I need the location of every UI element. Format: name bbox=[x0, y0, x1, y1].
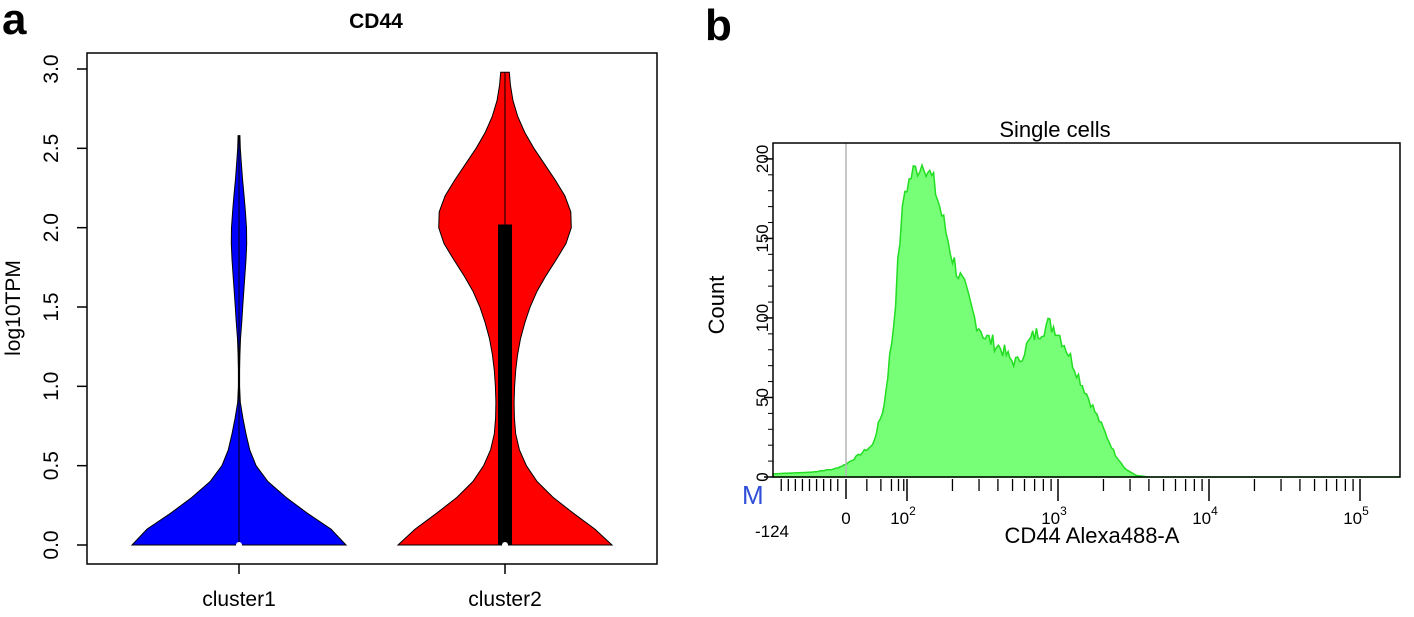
violin-y-axis-label: log10TPM bbox=[2, 260, 25, 356]
histogram-y-tick-label: 150 bbox=[753, 224, 772, 252]
histogram-y-tick-label: 100 bbox=[753, 304, 772, 332]
violin-y-tick-label: 1.5 bbox=[40, 292, 63, 321]
violin-y-tick-label: 2.5 bbox=[40, 134, 63, 163]
violin-median-2 bbox=[502, 542, 508, 548]
violin-plot-frame bbox=[86, 52, 658, 565]
violin-chart: CD44 0.0 0.5 1.0 1.5 2.0 2.5 3.0 log10TPM clus… bbox=[2, 10, 658, 611]
violin-y-tick-label: 2.0 bbox=[40, 213, 63, 242]
histogram-x-tick-label: -124 bbox=[755, 522, 789, 541]
histogram-x-tick-label: 105 bbox=[1343, 504, 1369, 528]
panel-letter-b: b bbox=[705, 1, 732, 50]
violin-category-label: cluster1 bbox=[202, 588, 276, 611]
violin-shapes bbox=[130, 71, 614, 548]
violin-y-tick-label: 0.0 bbox=[40, 530, 63, 559]
histogram-x-tick-label: 102 bbox=[890, 504, 916, 528]
gate-marker-label: M bbox=[742, 480, 764, 510]
violin-median-1 bbox=[236, 542, 242, 548]
histogram-chart: Single cells 0 50 100 150 200 Count -124 0 102… bbox=[704, 117, 1401, 548]
violin-y-tick-label: 3.0 bbox=[40, 54, 63, 83]
histogram-y-ticks: 0 50 100 150 200 bbox=[753, 145, 773, 482]
violin-categories: cluster1 cluster2 bbox=[202, 564, 542, 611]
histogram-x-ticks: -124 0 102 103 104 105 bbox=[755, 479, 1369, 541]
histogram-title: Single cells bbox=[999, 117, 1110, 142]
violin-category-label: cluster2 bbox=[468, 588, 542, 611]
histogram-area bbox=[772, 162, 1400, 478]
histogram-x-axis-label: CD44 Alexa488-A bbox=[1005, 523, 1180, 548]
histogram-x-tick-label: 103 bbox=[1041, 504, 1067, 528]
violin-title: CD44 bbox=[349, 10, 403, 33]
violin-y-tick-label: 1.0 bbox=[40, 372, 63, 401]
violin-box-2 bbox=[498, 224, 512, 545]
violin-y-tick-label: 0.5 bbox=[40, 451, 63, 480]
histogram-y-tick-label: 200 bbox=[753, 145, 772, 173]
histogram-plot-frame bbox=[772, 142, 1401, 478]
histogram-x-tick-label: 104 bbox=[1192, 504, 1218, 528]
histogram-x-tick-label: 0 bbox=[841, 509, 850, 528]
histogram-y-axis-label: Count bbox=[704, 276, 729, 335]
histogram-y-tick-label: 50 bbox=[753, 388, 772, 407]
violin-y-ticks: 0.0 0.5 1.0 1.5 2.0 2.5 3.0 bbox=[40, 54, 87, 560]
panel-letter-a: a bbox=[2, 0, 27, 44]
histogram-y-tick-label: 0 bbox=[753, 472, 772, 481]
